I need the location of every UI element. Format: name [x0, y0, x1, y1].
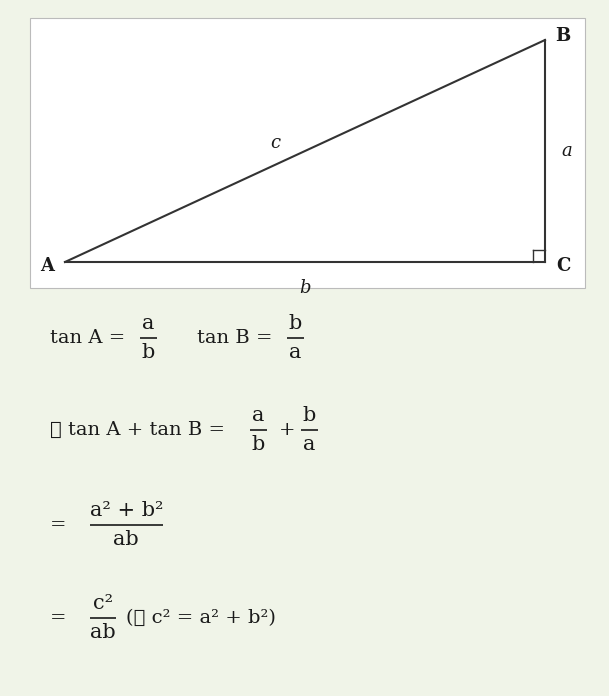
Text: c: c [270, 134, 280, 152]
Text: tan B =: tan B = [197, 329, 278, 347]
Text: tan A =: tan A = [50, 329, 132, 347]
Text: a: a [561, 142, 572, 160]
Text: b: b [299, 279, 311, 297]
Text: a: a [289, 342, 301, 362]
Text: =: = [50, 516, 66, 534]
Text: b: b [303, 406, 316, 425]
Text: ab: ab [90, 623, 116, 642]
Text: C: C [556, 257, 570, 275]
Text: a² + b²: a² + b² [90, 501, 163, 521]
Text: a: a [303, 434, 315, 454]
Text: b: b [252, 434, 265, 454]
Text: ∴ tan A + tan B =: ∴ tan A + tan B = [50, 421, 231, 439]
Text: +: + [279, 421, 295, 439]
Text: c²: c² [93, 594, 113, 613]
Text: ab: ab [113, 530, 139, 548]
Text: A: A [40, 257, 54, 275]
Text: B: B [555, 27, 571, 45]
Text: a: a [143, 315, 155, 333]
Text: a: a [252, 406, 264, 425]
Bar [30, 18, 585, 288]
Text: b: b [289, 315, 302, 333]
Text: b: b [142, 342, 155, 362]
Text: (∵ c² = a² + b²): (∵ c² = a² + b²) [126, 609, 276, 627]
Text: =: = [50, 609, 66, 627]
